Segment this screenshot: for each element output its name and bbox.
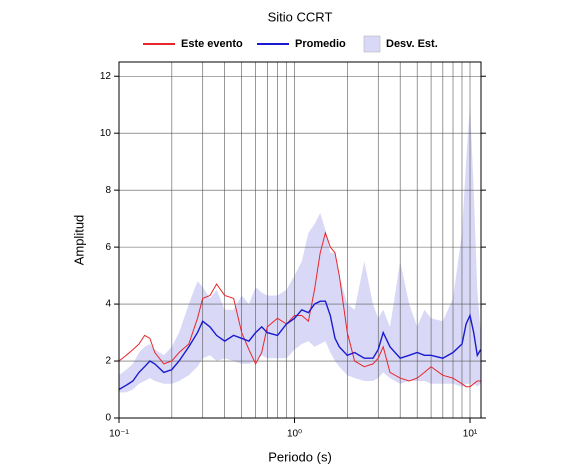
x-tick-label: 10¹ bbox=[463, 429, 478, 440]
y-tick-label: 0 bbox=[105, 413, 111, 424]
series-line bbox=[118, 300, 482, 391]
legend-label: Promedio bbox=[295, 38, 346, 50]
y-tick-label: 4 bbox=[105, 299, 111, 310]
y-tick-label: 12 bbox=[100, 71, 112, 82]
std-band bbox=[119, 104, 481, 393]
y-tick-label: 2 bbox=[105, 356, 111, 367]
legend-swatch bbox=[363, 35, 381, 53]
x-axis-label: Periodo (s) bbox=[268, 449, 332, 464]
x-tick-label: 10⁰ bbox=[287, 429, 302, 440]
x-tick-label: 10⁻¹ bbox=[109, 429, 129, 440]
legend-label: Desv. Est. bbox=[386, 38, 438, 50]
y-tick-label: 6 bbox=[105, 242, 111, 253]
y-axis-label: Amplitud bbox=[71, 215, 86, 266]
series-line bbox=[118, 231, 481, 388]
legend-label: Este evento bbox=[181, 38, 243, 50]
chart-title: Sitio CCRT bbox=[268, 9, 333, 24]
plot-frame bbox=[118, 61, 482, 419]
y-tick-label: 10 bbox=[100, 128, 112, 139]
y-tick-label: 8 bbox=[105, 185, 111, 196]
